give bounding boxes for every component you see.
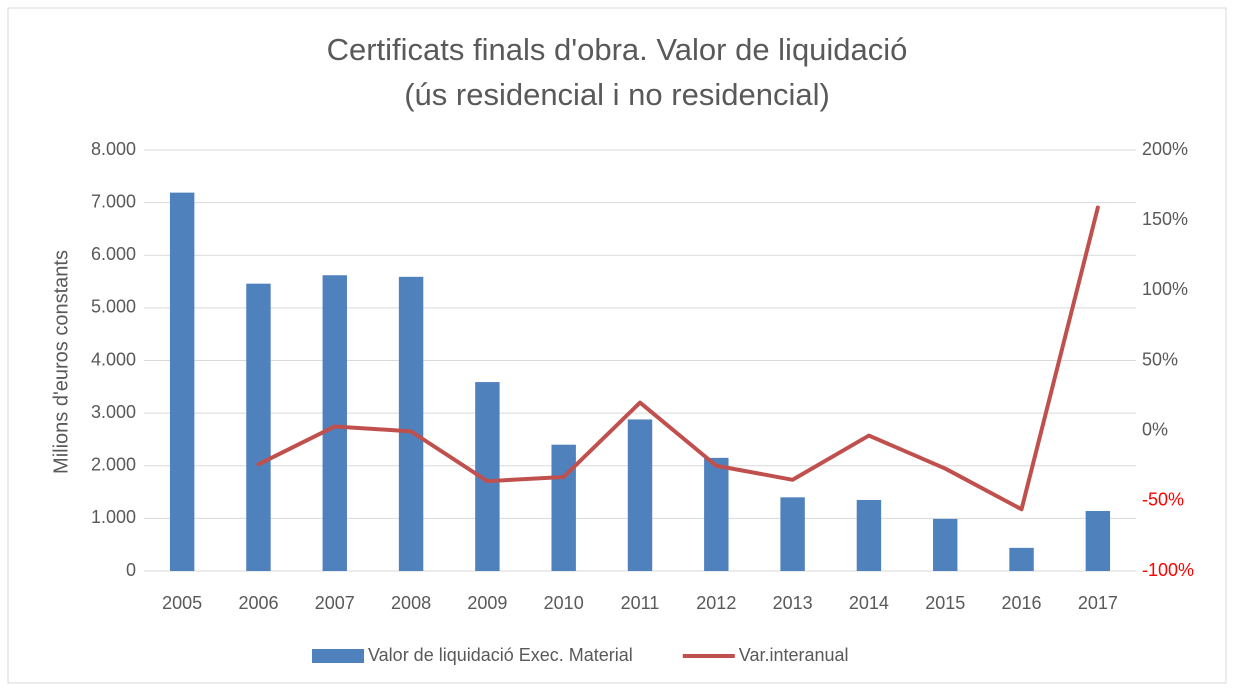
x-tick-label: 2008 [391,593,431,613]
y-tick-label: 4.000 [91,349,136,369]
legend-label: Valor de liquidació Exec. Material [368,645,633,665]
y-tick-label: 6.000 [91,244,136,264]
x-tick-label: 2009 [467,593,507,613]
y-tick-label: 5.000 [91,297,136,317]
y-tick-label: 3.000 [91,402,136,422]
y2-tick-label: -100% [1142,560,1194,580]
bar [322,275,347,571]
y-tick-label: 2.000 [91,455,136,475]
y2-tick-label: 100% [1142,279,1188,299]
y-tick-label: 1.000 [91,507,136,527]
y2-tick-label: -50% [1142,490,1184,510]
x-tick-label: 2017 [1078,593,1118,613]
bar [933,518,958,571]
bar [551,444,576,571]
x-tick-label: 2007 [315,593,355,613]
legend-label: Var.interanual [739,645,849,665]
bar [704,457,729,571]
bar [246,283,271,571]
y2-tick-label: 0% [1142,419,1168,439]
bar [1009,547,1034,571]
x-tick-label: 2013 [773,593,813,613]
x-tick-label: 2015 [925,593,965,613]
x-tick-label: 2011 [621,593,660,613]
y2-tick-label: 150% [1142,209,1188,229]
bar [169,192,195,571]
bar [627,419,653,571]
bar [1085,511,1111,571]
chart-title: Certificats finals d'obra. Valor de liqu… [327,32,908,67]
x-tick-label: 2012 [696,593,736,613]
y-axis-label: Milions d'euros constants [50,250,72,474]
legend-swatch [312,649,364,663]
y2-tick-label: 50% [1142,349,1178,369]
line [256,205,1100,512]
x-tick-label: 2014 [849,593,889,613]
bar [398,276,424,571]
bar [856,499,882,571]
bar [780,497,805,571]
x-tick-label: 2006 [238,593,278,613]
y-tick-label: 0 [126,560,136,580]
x-tick-label: 2005 [162,593,202,613]
chart-title: (ús residencial i no residencial) [404,77,830,112]
y-tick-label: 7.000 [91,191,136,211]
y2-tick-label: 200% [1142,139,1188,159]
x-tick-label: 2010 [544,593,584,613]
x-tick-label: 2016 [1002,593,1042,613]
y-tick-label: 8.000 [91,139,136,159]
